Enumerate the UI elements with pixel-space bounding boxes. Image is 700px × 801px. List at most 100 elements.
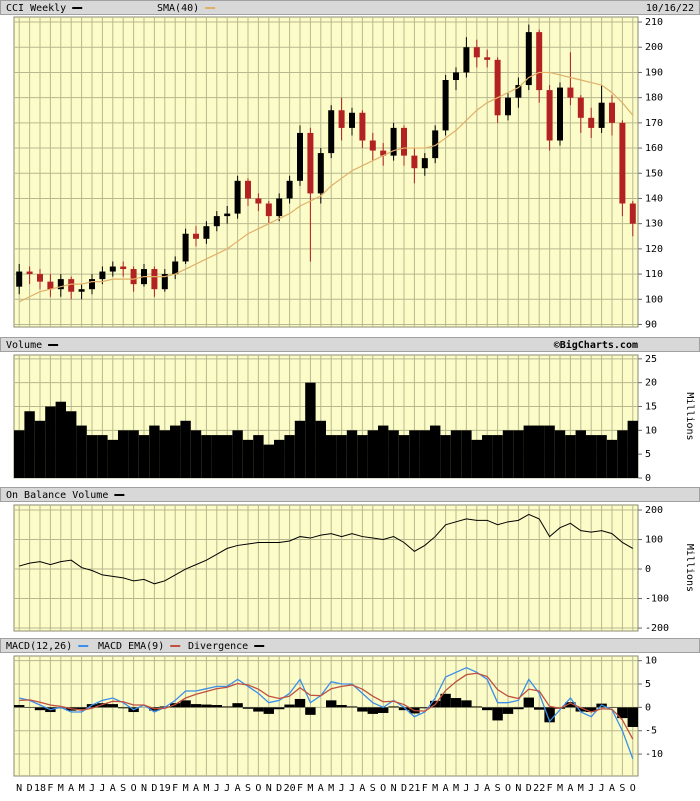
volume-bar bbox=[336, 435, 346, 478]
x-tick-label: J bbox=[99, 783, 105, 794]
divergence-bar bbox=[472, 706, 482, 707]
plot-area bbox=[14, 505, 638, 631]
source-credit: ©BigCharts.com bbox=[554, 339, 638, 351]
y-tick-label: 130 bbox=[645, 219, 663, 230]
candle-body bbox=[578, 98, 584, 118]
divergence-bar bbox=[295, 699, 305, 707]
candle-body bbox=[328, 110, 334, 153]
y-tick-label: 140 bbox=[645, 193, 663, 204]
volume-bar bbox=[118, 430, 128, 478]
divergence-bar bbox=[524, 698, 534, 708]
volume-bar bbox=[492, 435, 502, 478]
x-tick-label: O bbox=[505, 783, 511, 794]
y-tick-label: 100 bbox=[645, 294, 663, 305]
volume-bar bbox=[368, 430, 378, 478]
x-tick-label: A bbox=[193, 783, 199, 794]
y-tick-label: 170 bbox=[645, 118, 663, 129]
divergence-bar bbox=[513, 707, 523, 709]
candle-body bbox=[120, 267, 126, 270]
volume-bar bbox=[180, 421, 190, 478]
candle-body bbox=[193, 234, 199, 239]
x-tick-label: M bbox=[183, 783, 189, 794]
volume-bar bbox=[399, 435, 409, 478]
y-tick-label: 10 bbox=[645, 656, 657, 667]
volume-bar bbox=[472, 440, 482, 478]
y-tick-label: 200 bbox=[645, 505, 663, 516]
x-tick-label: J bbox=[339, 783, 345, 794]
volume-bar bbox=[149, 426, 159, 478]
x-tick-label: A bbox=[68, 783, 74, 794]
x-tick-label: A bbox=[110, 783, 116, 794]
x-tick-label: 21 bbox=[408, 783, 420, 794]
candle-body bbox=[266, 204, 272, 217]
x-tick-label: S bbox=[619, 783, 625, 794]
volume-bar bbox=[388, 430, 398, 478]
y-tick-label: 200 bbox=[645, 42, 663, 53]
legend-label: CCI Weekly bbox=[6, 3, 66, 14]
y-tick-label: 15 bbox=[645, 401, 657, 412]
volume-bar bbox=[534, 426, 544, 478]
x-tick-label: A bbox=[318, 783, 324, 794]
x-tick-label: D bbox=[401, 783, 407, 794]
volume-bar bbox=[305, 383, 315, 478]
candle-body bbox=[99, 272, 105, 280]
y-tick-label: -200 bbox=[645, 623, 669, 634]
volume-bar bbox=[596, 435, 606, 478]
candle-body bbox=[16, 272, 22, 287]
candle-body bbox=[588, 118, 594, 128]
candle-body bbox=[370, 140, 376, 150]
x-tick-label: F bbox=[47, 783, 53, 794]
divergence-bar bbox=[201, 705, 211, 708]
x-tick-label: A bbox=[359, 783, 365, 794]
volume-bar bbox=[76, 426, 86, 478]
divergence-bar bbox=[305, 707, 315, 714]
volume-bar bbox=[295, 421, 305, 478]
volume-bar bbox=[24, 411, 34, 478]
y-tick-label: 190 bbox=[645, 67, 663, 78]
volume-bar bbox=[544, 426, 554, 478]
volume-bar bbox=[607, 440, 617, 478]
x-tick-label: J bbox=[599, 783, 605, 794]
divergence-bar bbox=[118, 707, 128, 708]
y-tick-label: 120 bbox=[645, 244, 663, 255]
divergence-bar bbox=[14, 705, 24, 707]
x-tick-label: O bbox=[380, 783, 386, 794]
x-tick-label: N bbox=[266, 783, 272, 794]
x-tick-label: M bbox=[453, 783, 459, 794]
candle-body bbox=[411, 156, 417, 169]
volume-bar bbox=[232, 430, 242, 478]
x-tick-label: O bbox=[255, 783, 261, 794]
x-tick-label: D bbox=[526, 783, 532, 794]
candle-body bbox=[255, 198, 261, 203]
y-tick-label: 180 bbox=[645, 93, 663, 104]
volume-bar bbox=[409, 430, 419, 478]
volume-bar bbox=[274, 440, 284, 478]
volume-bar bbox=[139, 435, 149, 478]
volume-bar bbox=[628, 421, 638, 478]
x-tick-label: D bbox=[276, 783, 282, 794]
candle-body bbox=[151, 269, 157, 289]
divergence-bar bbox=[284, 705, 294, 708]
candle-body bbox=[318, 153, 324, 193]
volume-bar bbox=[201, 435, 211, 478]
candle-body bbox=[339, 110, 345, 128]
candle-body bbox=[463, 47, 469, 72]
divergence-bar bbox=[492, 707, 502, 720]
candle-body bbox=[183, 234, 189, 262]
candle-body bbox=[619, 123, 625, 204]
candle-body bbox=[37, 274, 43, 282]
candle-body bbox=[453, 72, 459, 80]
y-tick-label: 20 bbox=[645, 378, 657, 389]
volume-bar bbox=[357, 435, 367, 478]
volume-bar bbox=[243, 440, 253, 478]
volume-bar bbox=[586, 435, 596, 478]
candle-body bbox=[172, 261, 178, 274]
x-tick-label: N bbox=[391, 783, 397, 794]
volume-bar bbox=[316, 421, 326, 478]
y-tick-label: -10 bbox=[645, 749, 663, 760]
y-axis-label: Millions bbox=[684, 544, 695, 592]
divergence-bar bbox=[222, 706, 232, 707]
y-tick-label: 10 bbox=[645, 425, 657, 436]
